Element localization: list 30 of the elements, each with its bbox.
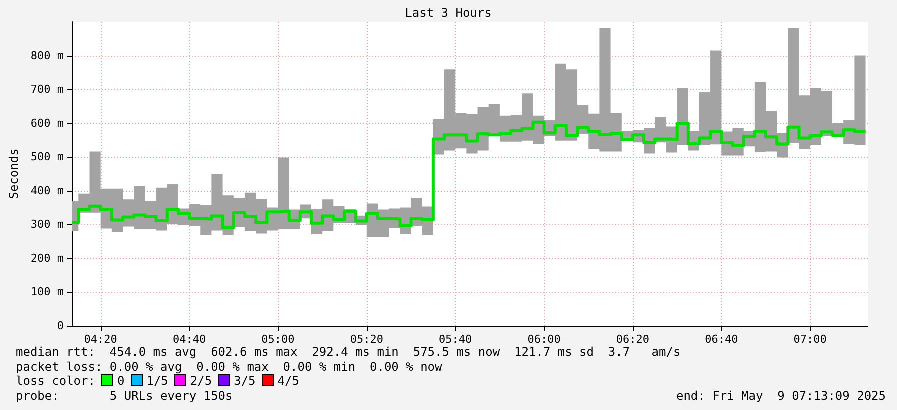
text: 0 bbox=[117, 374, 125, 388]
x-tick-label: 05:20 bbox=[350, 333, 384, 346]
x-tick-label: 07:00 bbox=[794, 333, 827, 346]
y-tick-label: 700 m bbox=[30, 83, 64, 96]
x-tick-label: 04:40 bbox=[172, 333, 206, 346]
text: packet loss: 0.00 % avg 0.00 % max 0.00 % min 0.00 % now bbox=[16, 360, 444, 374]
y-tick-label: 500 m bbox=[30, 150, 64, 164]
x-tick-label: 04:20 bbox=[84, 333, 118, 346]
x-tick-label: 06:40 bbox=[705, 333, 738, 346]
text: end: Fri May 9 07:13:09 2025 bbox=[676, 388, 886, 403]
y-tick-label: 600 m bbox=[30, 116, 64, 130]
text: loss color: bbox=[16, 374, 96, 388]
y-tick-label: 800 m bbox=[30, 49, 64, 62]
text: 3/5 bbox=[234, 374, 256, 388]
y-tick-label: 300 m bbox=[30, 218, 64, 232]
text: 1/5 bbox=[146, 374, 168, 388]
text: probe: 5 URLs every 150s bbox=[16, 388, 233, 402]
chart-title: Last 3 Hours bbox=[405, 6, 492, 20]
x-tick-label: 05:40 bbox=[439, 333, 472, 346]
text: 4/5 bbox=[278, 374, 300, 388]
x-tick-label: 05:00 bbox=[262, 333, 295, 346]
y-tick-label: 400 m bbox=[30, 184, 64, 198]
y-tick-label: 100 m bbox=[30, 286, 64, 299]
y-tick-label: 200 m bbox=[30, 252, 64, 265]
y-tick-label: 0 bbox=[57, 320, 64, 332]
text: median rtt: 454.0 ms avg 602.6 ms max 292.4 ms min 575.5 ms now 121.7 ms sd 3.7 am/s bbox=[16, 345, 682, 360]
text: 2/5 bbox=[190, 374, 212, 388]
x-tick-label: 06:00 bbox=[528, 333, 561, 346]
x-tick-label: 06:20 bbox=[616, 333, 650, 346]
y-axis-title: Seconds bbox=[7, 148, 21, 200]
